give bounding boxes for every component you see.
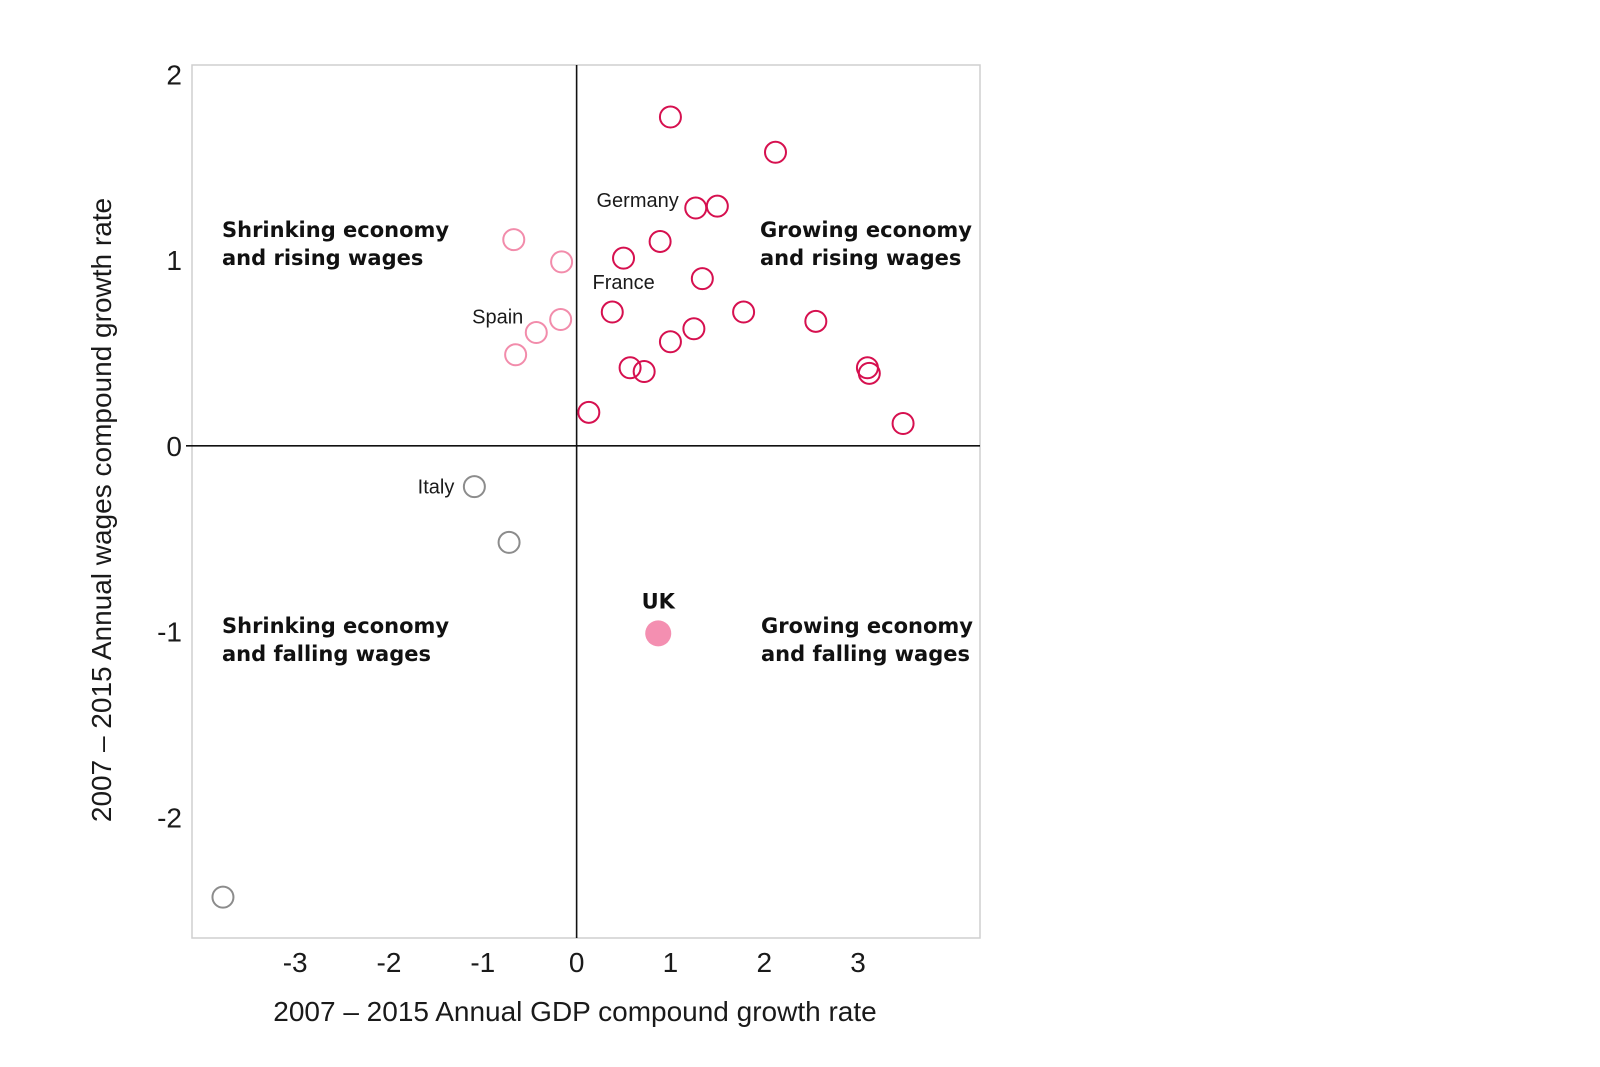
data-point [612, 246, 636, 270]
y-tick-label: 1 [166, 245, 182, 276]
quadrant-label-bottom-right: and falling wages [761, 642, 970, 666]
point-label-uk: UK [642, 589, 676, 613]
y-tick-label: 0 [166, 431, 182, 462]
point-label-france: France [593, 272, 655, 294]
data-point [504, 343, 528, 367]
data-point-uk [645, 620, 672, 647]
data-points [211, 105, 915, 909]
data-point [684, 196, 708, 220]
x-axis-title: 2007 – 2015 Annual GDP compound growth r… [273, 996, 876, 1027]
data-point [549, 307, 573, 331]
data-point [524, 320, 548, 344]
quadrant-label-bottom-left: and falling wages [222, 642, 431, 666]
y-axis-title: 2007 – 2015 Annual wages compound growth… [86, 198, 117, 822]
data-point [891, 411, 915, 435]
data-point [462, 475, 486, 499]
point-label-germany: Germany [597, 190, 679, 212]
y-tick-label: -1 [157, 617, 182, 648]
quadrant-label-top-left: Shrinking economy [222, 218, 449, 242]
point-labels: Germany France Spain Italy UK [418, 190, 679, 613]
y-tick-label: 2 [166, 59, 182, 90]
data-point [648, 229, 672, 253]
quadrant-labels: Shrinking economy and rising wages Growing… [222, 218, 973, 666]
data-point [632, 359, 656, 383]
quadrant-label-top-right: Growing economy [760, 218, 972, 242]
quadrant-label-top-left: and rising wages [222, 246, 423, 270]
x-tick-label: -3 [283, 947, 308, 978]
x-tick-label: 2 [756, 947, 772, 978]
x-tick-label: 1 [663, 947, 679, 978]
plot-frame [191, 64, 981, 939]
quadrant-label-top-right: and rising wages [760, 246, 961, 270]
data-point [211, 885, 235, 909]
x-tick-label: -1 [470, 947, 495, 978]
point-label-spain: Spain [472, 306, 523, 328]
data-point [577, 400, 601, 424]
x-tick-label: -2 [377, 947, 402, 978]
data-point [502, 228, 526, 252]
data-point [763, 140, 787, 164]
data-point [690, 267, 714, 291]
y-tick-label: -2 [157, 802, 182, 833]
data-point [658, 105, 682, 129]
quadrant-label-bottom-left: Shrinking economy [222, 614, 449, 638]
data-point [600, 300, 624, 324]
x-tick-label: 0 [569, 947, 585, 978]
data-point [682, 317, 706, 341]
data-point [497, 530, 521, 554]
data-point [618, 356, 642, 380]
data-point [705, 194, 729, 218]
data-point [658, 330, 682, 354]
quadrant-label-bottom-right: Growing economy [761, 614, 973, 638]
x-tick-label: 3 [850, 947, 866, 978]
x-axis-ticks: -3 -2 -1 0 1 2 3 [283, 947, 866, 978]
point-label-italy: Italy [418, 477, 455, 499]
y-axis-ticks: 2 1 0 -1 -2 [157, 59, 182, 833]
data-point [550, 250, 574, 274]
data-point [857, 361, 881, 385]
data-point [804, 309, 828, 333]
data-point [732, 300, 756, 324]
